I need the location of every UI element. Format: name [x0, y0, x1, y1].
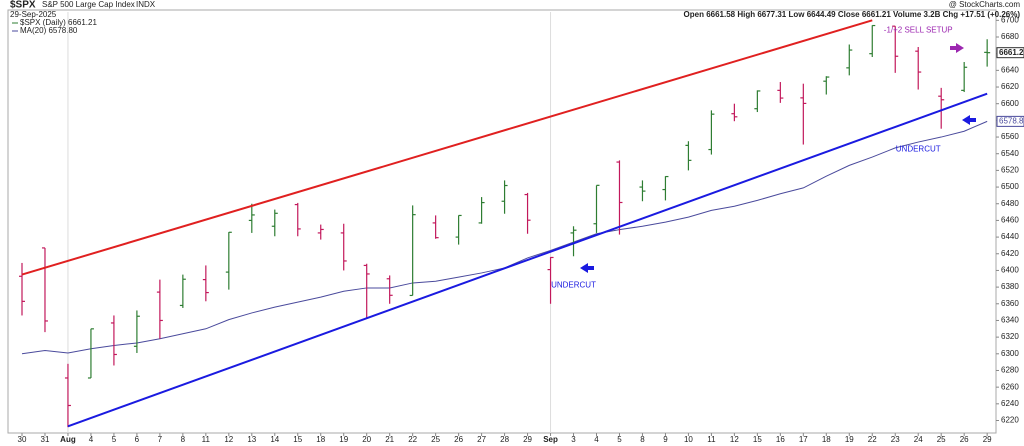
y-tick-label: 6380: [1001, 282, 1019, 291]
y-tick-label: 6560: [1001, 132, 1019, 141]
trendline: [67, 92, 988, 428]
x-tick-label: 8: [640, 435, 645, 444]
x-tick-label: 9: [663, 435, 668, 444]
y-tick-label: 6460: [1001, 216, 1019, 225]
y-tick-label: 6480: [1001, 199, 1019, 208]
x-tick-label: 13: [247, 435, 256, 444]
y-tick-label: 6420: [1001, 249, 1019, 258]
x-tick-label: 4: [89, 435, 94, 444]
x-tick-label: 25: [937, 435, 946, 444]
arrow: [962, 115, 976, 125]
trendline: [21, 19, 873, 276]
x-tick-label: Aug: [60, 435, 76, 444]
y-tick-label: 6400: [1001, 266, 1019, 275]
x-tick-label: 30: [18, 435, 27, 444]
x-tick-label: 3: [571, 435, 576, 444]
x-tick-label: 5: [112, 435, 117, 444]
x-tick-label: 12: [730, 435, 739, 444]
x-tick-label: 12: [224, 435, 233, 444]
x-tick-label: 6: [135, 435, 140, 444]
x-tick-label: 11: [707, 435, 716, 444]
x-tick-label: 27: [477, 435, 486, 444]
x-tick-label: 8: [181, 435, 186, 444]
exchange: INDX: [136, 0, 156, 9]
x-tick-label: 17: [799, 435, 808, 444]
subtitle: S&P 500 Large Cap Index: [42, 0, 135, 9]
x-tick-label: Sep: [543, 435, 558, 444]
date: 29-Sep-2025: [10, 10, 57, 19]
ma-box: [996, 115, 1024, 127]
y-tick-label: 6340: [1001, 316, 1019, 325]
x-tick-label: 15: [293, 435, 302, 444]
ma-label: 6578.80: [999, 116, 1024, 125]
x-tick-label: 5: [617, 435, 622, 444]
legend-entry: MA(20) 6578.80: [20, 26, 78, 35]
y-tick-label: 6500: [1001, 182, 1019, 191]
y-tick-label: 6600: [1001, 99, 1019, 108]
x-tick-label: 14: [270, 435, 279, 444]
x-tick-label: 29: [523, 435, 532, 444]
x-tick-label: 16: [776, 435, 785, 444]
plot-frame: [7, 9, 997, 434]
legend-entry: $SPX (Daily) 6661.21: [20, 18, 97, 27]
quote: Open 6661.58 High 6677.31 Low 6644.49 Cl…: [684, 10, 1021, 19]
x-tick-label: 22: [868, 435, 877, 444]
x-tick-label: 21: [385, 435, 394, 444]
x-tick-label: 26: [960, 435, 969, 444]
x-tick-label: 15: [753, 435, 762, 444]
x-tick-label: 19: [339, 435, 348, 444]
x-tick-label: 7: [158, 435, 163, 444]
annotation: -1/+2 SELL SETUP: [884, 25, 953, 34]
y-tick-label: 6360: [1001, 299, 1019, 308]
y-tick-label: 6280: [1001, 366, 1019, 375]
x-tick-label: 18: [316, 435, 325, 444]
y-tick-label: 6680: [1001, 32, 1019, 41]
price-label: 6661.21: [999, 48, 1024, 57]
y-tick-label: 6320: [1001, 332, 1019, 341]
x-tick-label: 4: [594, 435, 599, 444]
x-tick-label: 11: [202, 435, 211, 444]
x-tick-label: 25: [431, 435, 440, 444]
x-tick-label: 10: [684, 435, 693, 444]
x-tick-label: 28: [500, 435, 509, 444]
x-tick-label: 29: [983, 435, 992, 444]
y-tick-label: 6440: [1001, 232, 1019, 241]
annotation: UNDERCUT: [551, 281, 596, 290]
arrow: [950, 43, 964, 53]
x-tick-label: 24: [914, 435, 923, 444]
y-tick-label: 6220: [1001, 416, 1019, 425]
x-tick-label: 31: [41, 435, 50, 444]
y-tick-label: 6620: [1001, 82, 1019, 91]
symbol: $SPX: [10, 0, 36, 11]
y-tick-label: 6700: [1001, 15, 1019, 24]
arrow: [580, 263, 594, 273]
x-tick-label: 23: [891, 435, 900, 444]
x-tick-label: 19: [845, 435, 854, 444]
y-tick-label: 6300: [1001, 349, 1019, 358]
annotation: UNDERCUT: [896, 145, 941, 154]
credit: @ StockCharts.com: [949, 0, 1021, 9]
x-tick-label: 18: [822, 435, 831, 444]
y-tick-label: 6240: [1001, 399, 1019, 408]
y-tick-label: 6260: [1001, 382, 1019, 391]
price-box: [996, 47, 1024, 59]
x-tick-label: 20: [362, 435, 371, 444]
x-tick-label: 22: [408, 435, 417, 444]
y-tick-label: 6640: [1001, 65, 1019, 74]
x-tick-label: 26: [454, 435, 463, 444]
y-tick-label: 6540: [1001, 149, 1019, 158]
y-tick-label: 6520: [1001, 166, 1019, 175]
